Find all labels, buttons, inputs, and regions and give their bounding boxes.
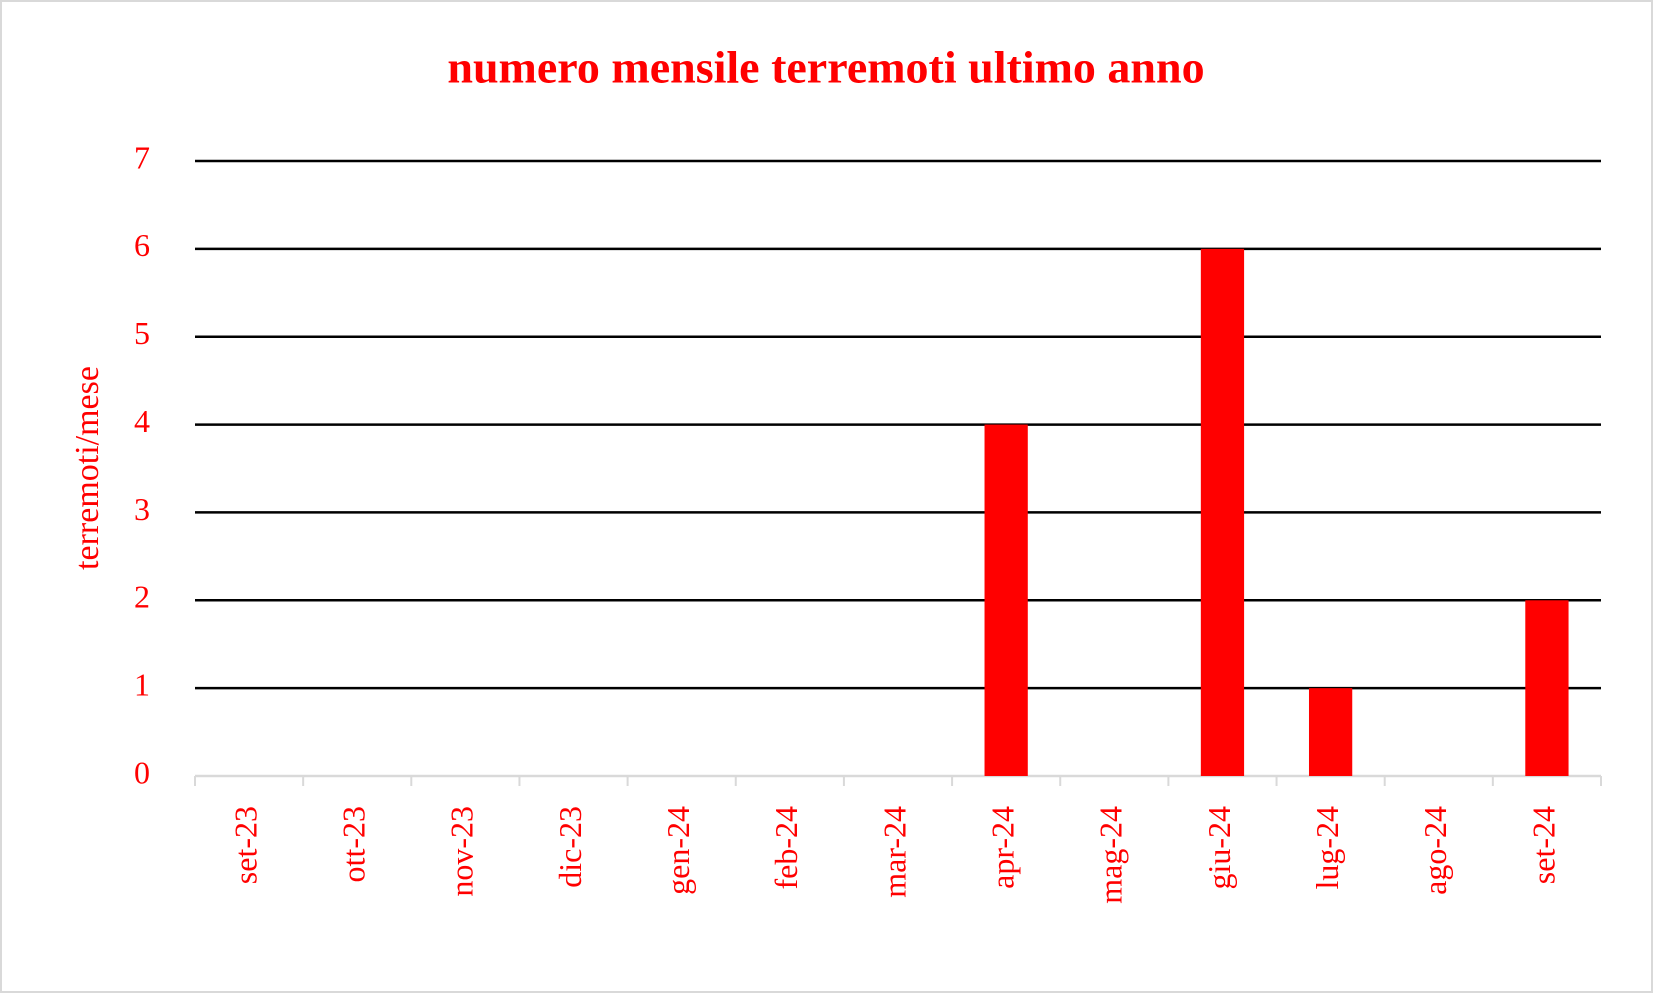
y-tick-label: 0 bbox=[134, 754, 150, 790]
x-tick-label: set-23 bbox=[227, 806, 263, 884]
x-tick-label: set-24 bbox=[1525, 806, 1561, 884]
bar bbox=[1308, 688, 1353, 776]
y-tick-label: 6 bbox=[134, 227, 150, 263]
x-tick-label: ott-23 bbox=[336, 806, 372, 882]
x-tick-label: ago-24 bbox=[1417, 806, 1453, 895]
bar bbox=[984, 424, 1028, 776]
y-axis-label: terremoti/mese bbox=[69, 366, 106, 570]
x-tick-label: apr-24 bbox=[984, 806, 1020, 889]
x-tick-label: mag-24 bbox=[1093, 806, 1129, 904]
bar bbox=[1525, 600, 1569, 776]
y-tick-label: 5 bbox=[134, 315, 150, 351]
y-tick-label: 3 bbox=[134, 491, 150, 527]
x-tick-label: mar-24 bbox=[876, 806, 912, 898]
x-tick-label: dic-23 bbox=[552, 806, 588, 888]
x-tick-label: lug-24 bbox=[1309, 806, 1345, 890]
x-tick-label: giu-24 bbox=[1201, 806, 1237, 890]
x-tick-label: nov-23 bbox=[444, 806, 480, 897]
x-tick-label: gen-24 bbox=[660, 806, 696, 895]
chart-title: numero mensile terremoti ultimo anno bbox=[447, 42, 1204, 93]
x-tick-label: feb-24 bbox=[768, 806, 804, 890]
y-tick-label: 4 bbox=[134, 403, 150, 439]
y-tick-label: 7 bbox=[134, 139, 150, 175]
y-tick-label: 2 bbox=[134, 579, 150, 615]
bar bbox=[1200, 248, 1245, 776]
y-tick-label: 1 bbox=[134, 666, 150, 702]
